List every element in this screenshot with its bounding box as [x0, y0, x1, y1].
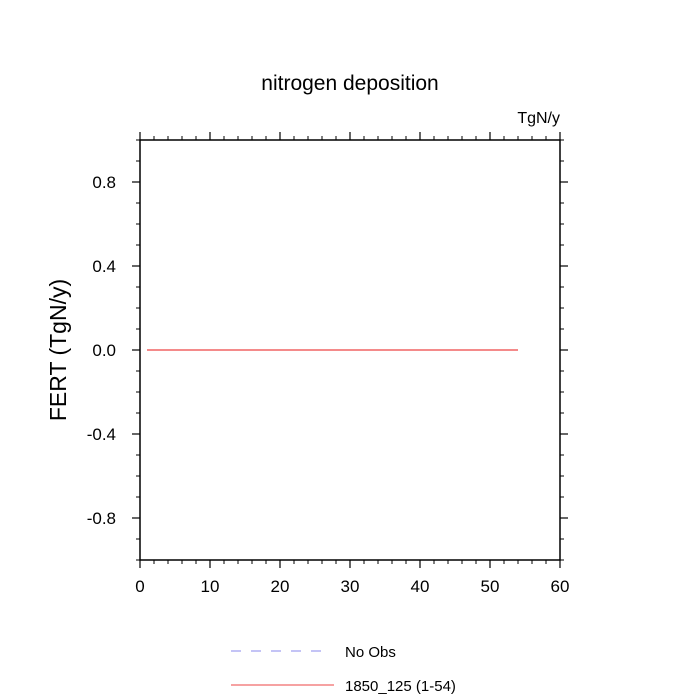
units-label: TgN/y: [517, 110, 560, 127]
y-tick-label: 0.4: [92, 257, 116, 276]
legend-label-2: 1850_125 (1-54): [345, 678, 456, 695]
y-tick-label: 0.8: [92, 173, 116, 192]
chart-title: nitrogen deposition: [261, 72, 438, 95]
x-tick-label: 40: [411, 577, 430, 596]
x-axis-ticks: 0 10 20 30 40 50 60: [135, 132, 569, 596]
x-tick-label: 0: [135, 577, 144, 596]
legend-label-1: No Obs: [345, 644, 396, 661]
y-axis-ticks: -0.8 -0.4 0.0 0.4 0.8: [87, 139, 568, 561]
y-tick-label: -0.8: [87, 509, 116, 528]
x-tick-label: 30: [341, 577, 360, 596]
x-tick-label: 10: [201, 577, 220, 596]
y-axis-label: FERT (TgN/y): [45, 279, 71, 421]
x-tick-label: 20: [271, 577, 290, 596]
y-tick-label: 0.0: [92, 341, 116, 360]
legend: No Obs 1850_125 (1-54): [231, 644, 456, 695]
x-tick-label: 60: [551, 577, 570, 596]
y-tick-label: -0.4: [87, 425, 116, 444]
x-tick-label: 50: [481, 577, 500, 596]
